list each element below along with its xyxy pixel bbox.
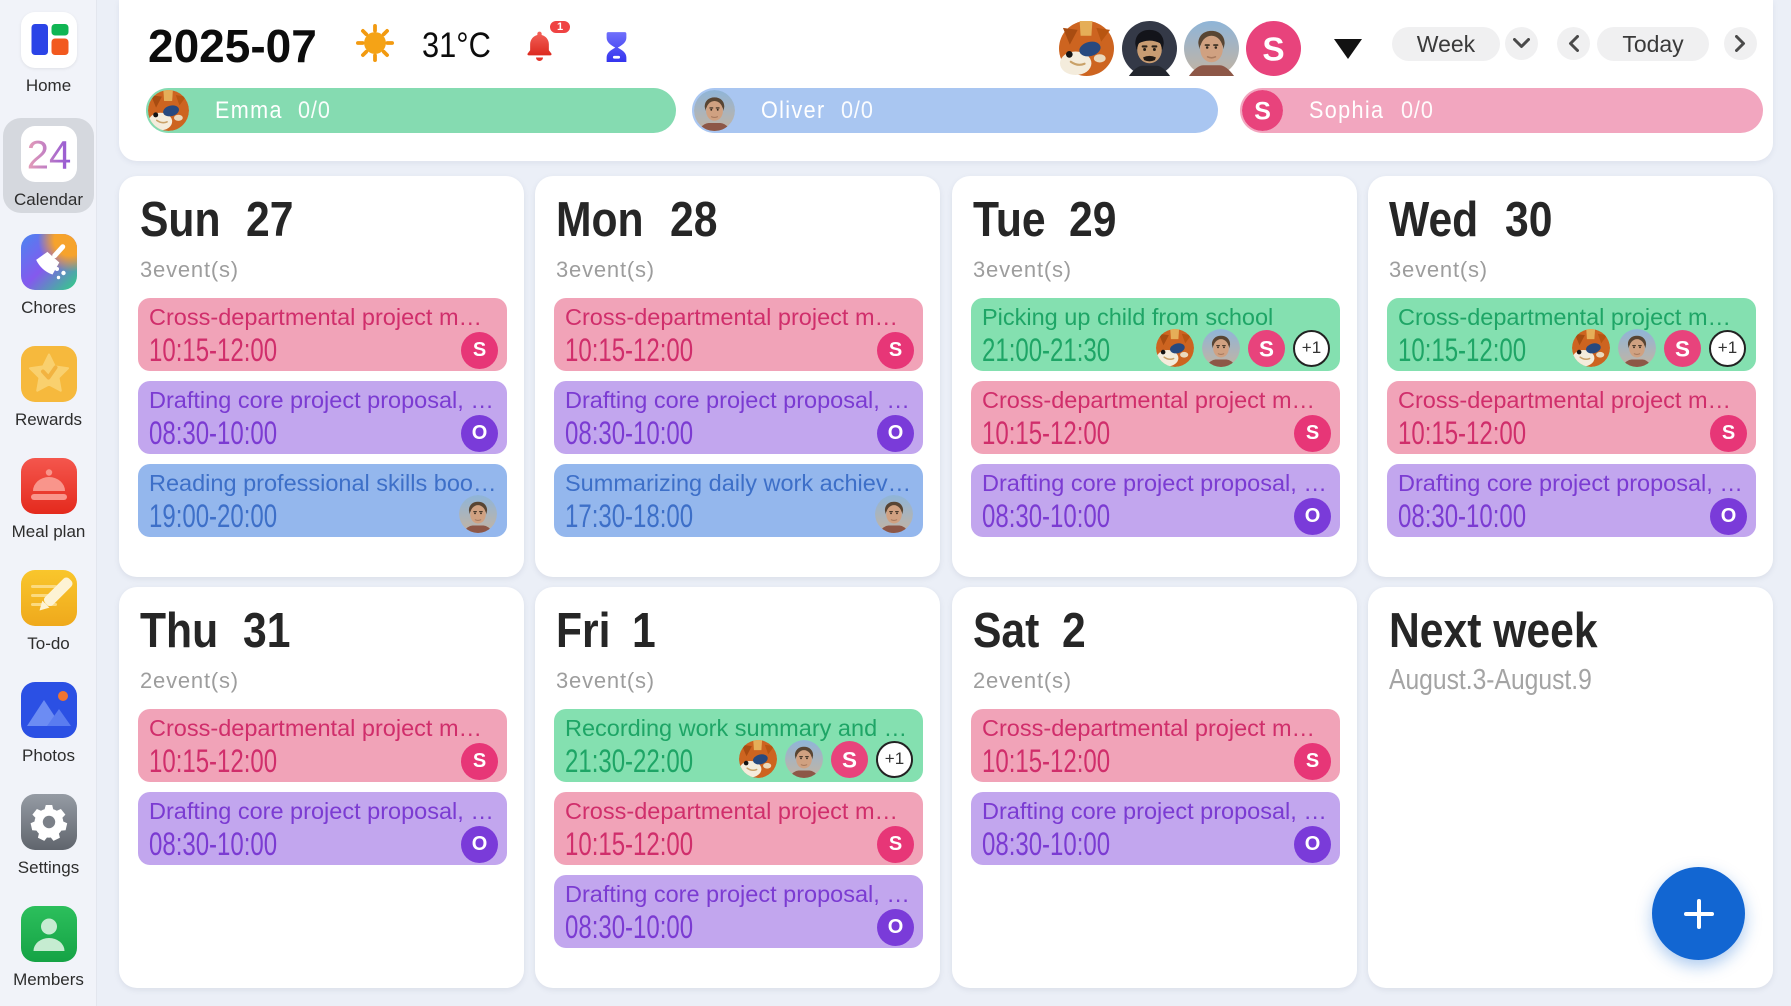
svg-text:24: 24 [26, 134, 71, 178]
